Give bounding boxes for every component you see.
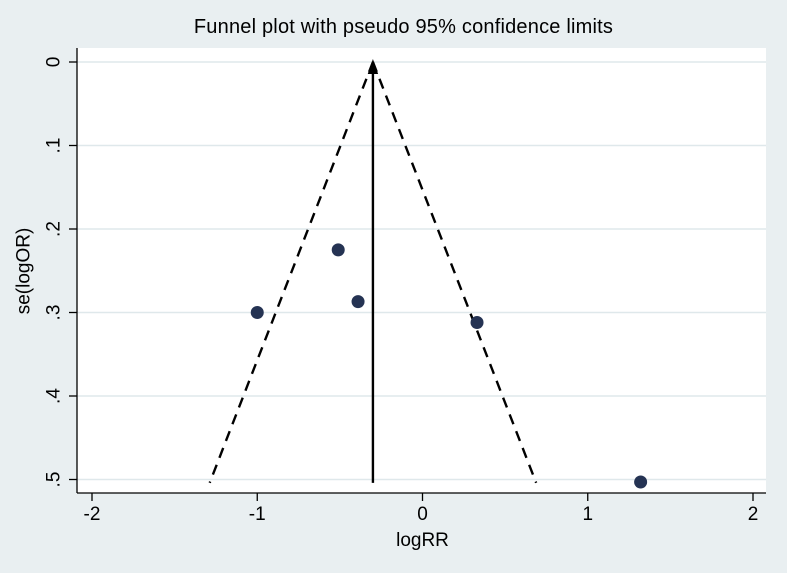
pooled-effect-arrowhead (367, 59, 379, 74)
y-tick-label-0: 0 (44, 57, 65, 68)
pseudo-ci-line-right (371, 61, 538, 484)
chart-title: Funnel plot with pseudo 95% confidence l… (193, 16, 614, 38)
y-tick-label-.1: .1 (44, 138, 65, 154)
data-point-5 (634, 475, 648, 489)
data-point-3 (351, 295, 365, 309)
pseudo-ci-line-left (208, 61, 375, 484)
x-tick-label--2: -2 (84, 504, 101, 525)
x-tick-label-2: 2 (748, 504, 759, 525)
y-tick-label-.3: .3 (44, 305, 65, 321)
x-tick-label-0: 0 (417, 504, 428, 525)
x-tick-label--1: -1 (249, 504, 266, 525)
data-point-4 (470, 316, 484, 330)
y-tick-label-.5: .5 (44, 472, 65, 488)
x-axis-title: logRR (396, 530, 449, 551)
data-point-1 (250, 306, 264, 319)
y-tick-label-.2: .2 (44, 221, 65, 237)
y-axis-title: se(logOR) (14, 228, 35, 315)
y-tick-label-.4: .4 (44, 388, 65, 404)
data-point-2 (331, 243, 345, 257)
x-tick-label-1: 1 (582, 504, 593, 525)
plot-region (77, 48, 766, 493)
